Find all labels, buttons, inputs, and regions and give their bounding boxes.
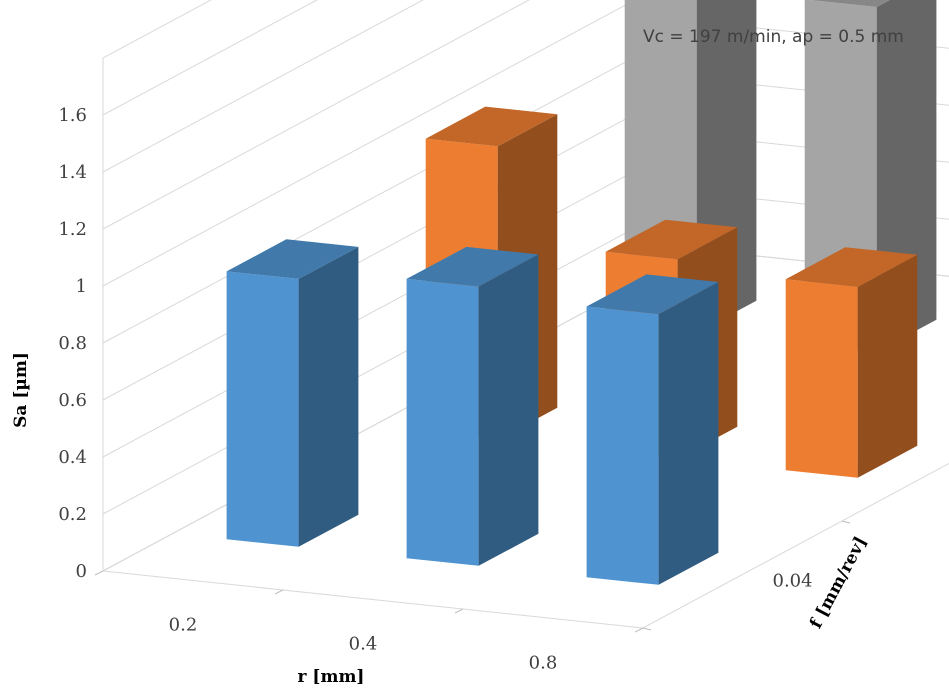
y-tick-label: 1.6 xyxy=(58,105,87,126)
bar-r0.2-f0.04 xyxy=(226,239,359,547)
bar-side-face xyxy=(857,254,918,478)
bar-top-face xyxy=(586,274,719,315)
x-tick xyxy=(454,608,464,614)
gridline xyxy=(102,0,318,116)
x-axis-title: r [mm] xyxy=(298,667,365,687)
gridline xyxy=(102,0,636,287)
z-tick xyxy=(642,627,652,631)
bar-top-face xyxy=(605,219,738,260)
bar-top-face xyxy=(406,246,539,287)
bar-r0.8-f0.08 xyxy=(785,247,918,478)
bar-r0.8-f0.04 xyxy=(586,274,719,585)
z-tick xyxy=(841,520,851,524)
y-tick-label: 0.8 xyxy=(58,333,87,354)
y-tick-label: 1 xyxy=(76,276,87,297)
x-tick-label: 0.4 xyxy=(349,634,378,655)
x-tick xyxy=(94,570,104,576)
bar-front-face xyxy=(226,271,299,547)
x-tick-label: 0.8 xyxy=(529,653,558,674)
bar-side-face xyxy=(298,246,359,547)
bar-top-face xyxy=(425,106,558,147)
bar-side-face xyxy=(658,282,719,585)
gridline xyxy=(102,0,530,230)
bar-side-face xyxy=(478,254,539,566)
z-axis-title: f [mm/rev] xyxy=(806,533,871,632)
bar-front-face xyxy=(586,306,659,585)
y-tick-label: 1.4 xyxy=(58,162,87,183)
bar-top-face xyxy=(810,0,890,7)
x-tick xyxy=(274,589,284,595)
axis-labels: 00.20.40.60.811.21.41.60.20.40.80.040.08… xyxy=(58,105,851,674)
bar-front-face xyxy=(406,278,479,566)
x-tick-label: 0.2 xyxy=(169,615,198,636)
bar-r0.4-f0.04 xyxy=(406,246,539,566)
bar-front-face xyxy=(785,279,858,478)
y-tick-label: 1.2 xyxy=(58,219,87,240)
gridline xyxy=(102,0,424,173)
z-tick-label: 0.04 xyxy=(773,571,813,592)
y-tick-label: 0.6 xyxy=(58,390,87,411)
chart-annotation: Vc = 197 m/min, ap = 0.5 mm xyxy=(643,27,904,47)
x-tick xyxy=(634,627,644,633)
y-tick-label: 0.2 xyxy=(58,504,87,525)
y-tick-label: 0 xyxy=(76,561,87,582)
y-axis-title: Sa [µm] xyxy=(11,352,31,428)
y-tick-label: 0.4 xyxy=(58,447,87,468)
bar-top-face xyxy=(785,247,918,287)
bars xyxy=(226,0,937,585)
bar-top-face xyxy=(226,239,359,279)
